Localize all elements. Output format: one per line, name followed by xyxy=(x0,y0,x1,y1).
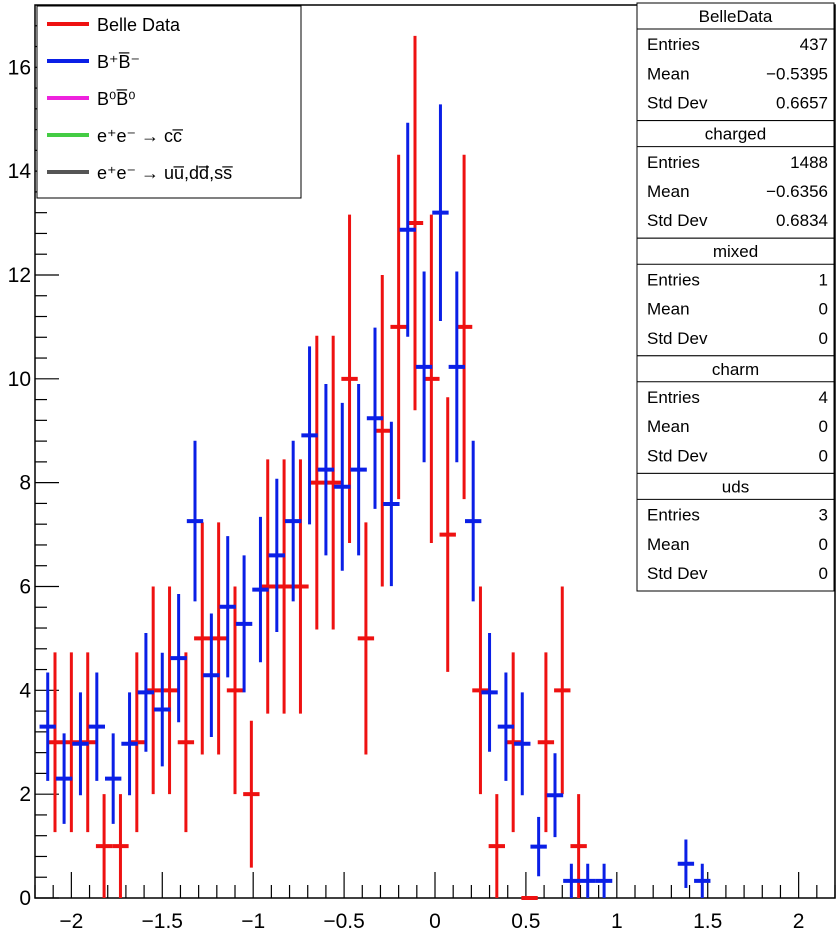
stats-row-value: 4 xyxy=(819,388,828,407)
stats-row-label: Entries xyxy=(647,506,700,525)
x-tick-label: 0 xyxy=(429,910,441,933)
stats-box-title: uds xyxy=(722,477,749,496)
stats-box-frame xyxy=(636,2,835,122)
stats-row-label: Entries xyxy=(647,153,700,172)
x-tick-label: −0.5 xyxy=(323,910,364,933)
stats-row-value: 0 xyxy=(819,300,828,319)
x-axis: −2 −1.5 −1 −0.5 0 0.5 1 1.5 2 xyxy=(34,872,836,933)
stats-row-label: Mean xyxy=(647,417,690,436)
stats-row-label: Mean xyxy=(647,535,690,554)
stats-row-value: 0 xyxy=(819,446,828,465)
legend-entry-label: e⁺e⁻ → cc̅ xyxy=(97,126,184,146)
stats-row-value: 0.6834 xyxy=(776,211,828,230)
series-belle-data xyxy=(46,35,587,900)
stats-row-label: Std Dev xyxy=(647,564,708,583)
legend-entry-label: B⁰B̅⁰ xyxy=(97,89,135,109)
y-axis: 0 2 4 6 8 10 12 14 16 xyxy=(8,25,59,910)
stats-box-title: mixed xyxy=(713,242,758,261)
legend: Belle Data B⁺B̅⁻ B⁰B̅⁰ e⁺e⁻ → cc̅ e⁺e⁻ → uu̅… xyxy=(36,5,302,199)
stats-box-frame xyxy=(636,120,835,239)
stats-box-charm: charm Entries 4 Mean 0 Std Dev 0 xyxy=(636,355,835,474)
series-charged xyxy=(39,104,711,898)
y-tick-label: 12 xyxy=(8,264,31,287)
stats-boxes: BelleData Entries 437 Mean −0.5395 Std Dev 0.6… xyxy=(636,2,835,592)
stats-row-value: 0.6657 xyxy=(776,94,828,113)
stats-box-title: charm xyxy=(712,360,759,379)
stats-row-value: −0.6356 xyxy=(766,182,828,201)
x-tick-label: −1 xyxy=(241,910,265,933)
stats-row-label: Std Dev xyxy=(647,446,708,465)
data-series xyxy=(39,35,711,900)
y-tick-label: 8 xyxy=(19,472,31,495)
stats-row-value: 1 xyxy=(819,270,828,289)
y-tick-label: 16 xyxy=(8,56,31,79)
stats-row-label: Std Dev xyxy=(647,94,708,113)
stats-row-value: −0.5395 xyxy=(766,64,828,83)
stats-row-value: 0 xyxy=(819,564,828,583)
x-tick-label: −1.5 xyxy=(142,910,183,933)
stats-row-label: Mean xyxy=(647,64,690,83)
stats-box-title: charged xyxy=(705,125,766,144)
y-tick-label: 14 xyxy=(8,160,32,183)
stats-box-frame xyxy=(636,237,835,357)
stats-row-value: 0 xyxy=(819,329,828,348)
stats-row-value: 0 xyxy=(819,535,828,554)
x-tick-label: 1.5 xyxy=(693,910,722,933)
stats-box-belledata: BelleData Entries 437 Mean −0.5395 Std Dev 0.6… xyxy=(636,2,835,122)
stats-row-label: Entries xyxy=(647,35,700,54)
stats-row-value: 437 xyxy=(800,35,828,54)
stats-box-frame xyxy=(636,355,835,474)
stats-row-label: Std Dev xyxy=(647,211,708,230)
legend-entry-label: e⁺e⁻ → uu̅,dd̅,ss̅ xyxy=(97,163,233,183)
stats-box-title: BelleData xyxy=(699,7,773,26)
stats-row-label: Entries xyxy=(647,270,700,289)
stats-box-frame xyxy=(636,472,835,592)
y-tick-label: 6 xyxy=(19,575,31,598)
stats-box-mixed: mixed Entries 1 Mean 0 Std Dev 0 xyxy=(636,237,835,357)
stats-row-value: 1488 xyxy=(790,153,828,172)
y-tick-label: 0 xyxy=(19,887,31,910)
y-tick-label: 10 xyxy=(8,368,31,391)
stats-row-value: 0 xyxy=(819,417,828,436)
legend-box xyxy=(36,5,302,199)
stats-row-label: Mean xyxy=(647,300,690,319)
y-tick-label: 2 xyxy=(19,783,31,806)
x-tick-label: 0.5 xyxy=(511,910,540,933)
legend-entry-label: B⁺B̅⁻ xyxy=(97,52,140,72)
stats-row-label: Entries xyxy=(647,388,700,407)
x-tick-label: −2 xyxy=(59,910,83,933)
stats-row-label: Mean xyxy=(647,182,690,201)
y-tick-label: 4 xyxy=(19,679,31,702)
stats-row-label: Std Dev xyxy=(647,329,708,348)
legend-entry-label: Belle Data xyxy=(97,15,181,35)
stats-row-value: 3 xyxy=(819,506,828,525)
stats-box-charged: charged Entries 1488 Mean −0.6356 Std Dev 0.68… xyxy=(636,120,835,239)
x-tick-label: 1 xyxy=(611,910,623,933)
x-tick-label: 2 xyxy=(793,910,805,933)
stats-box-uds: uds Entries 3 Mean 0 Std Dev 0 xyxy=(636,472,835,592)
